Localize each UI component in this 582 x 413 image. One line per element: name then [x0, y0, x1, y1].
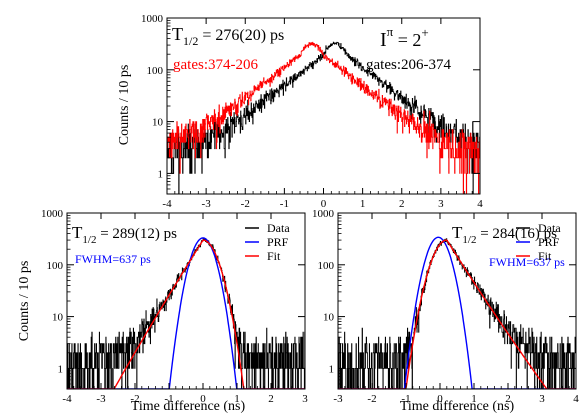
top-plot-frame — [166, 17, 481, 195]
legend-label-prf: PRF — [538, 235, 560, 249]
br-xlabel: Time difference (ns) — [400, 399, 515, 413]
legend-label-fit: Fit — [538, 249, 552, 263]
xtick-label: 3 — [539, 393, 545, 405]
xtick-label: 1 — [234, 393, 240, 405]
top-series-red — [167, 41, 480, 194]
bl-series-prf — [67, 237, 305, 389]
xtick-label: 0 — [200, 393, 206, 405]
br-series-prf — [338, 236, 576, 389]
ytick-label: 1000 — [41, 208, 64, 220]
ytick-label: 1000 — [141, 13, 164, 25]
ytick-label: 10 — [152, 117, 164, 129]
xtick-label: 3 — [302, 393, 308, 405]
top-thalf-value: = 276(20) ps — [198, 27, 284, 44]
bl-series-layer — [67, 237, 305, 389]
xtick-label: 4 — [573, 393, 579, 405]
xtick-label: 1 — [471, 393, 477, 405]
bl-ticks-layer: -4 -3 -2 -1 0 1 2 3 1 10 100 1000 — [41, 208, 308, 405]
xtick-label: 1 — [360, 198, 366, 210]
xtick-label: -1 — [164, 393, 173, 405]
br-series-layer — [338, 236, 576, 389]
top-gate-red-label: gates:374-206 — [173, 57, 258, 73]
xtick-label: -2 — [241, 198, 250, 210]
br-thalf-main: T — [452, 223, 463, 242]
legend-label-data: Data — [538, 221, 561, 235]
top-spin-annotation: Iπ = 2+ — [380, 24, 429, 51]
xtick-label: -4 — [162, 198, 172, 210]
br-thalf-annotation: T1/2 = 284(16) ps — [452, 223, 557, 246]
ytick-label: 10 — [323, 312, 335, 324]
ytick-label: 1 — [58, 363, 64, 375]
ytick-label: 1 — [329, 363, 335, 375]
bl-xlabel: Time difference (ns) — [131, 399, 246, 413]
bottom-right-panel: -3 -2 -1 0 1 2 3 4 1 10 100 1000 Time difference (n… — [312, 208, 579, 413]
bl-thalf-value: = 289(12) ps — [96, 226, 177, 242]
ytick-label: 100 — [318, 260, 335, 272]
xtick-label: -3 — [333, 393, 343, 405]
ytick-label: 100 — [47, 260, 64, 272]
xtick-label: 3 — [438, 198, 444, 210]
br-series-fit — [338, 239, 576, 389]
xtick-label: -2 — [367, 393, 376, 405]
top-series-black — [167, 41, 480, 194]
ytick-label: 100 — [147, 65, 164, 77]
bl-fwhm-label: FWHM=637 ps — [75, 252, 151, 266]
xtick-label: -2 — [130, 393, 139, 405]
br-series-data — [338, 238, 576, 389]
xtick-label: -1 — [401, 393, 410, 405]
legend-label-prf: PRF — [267, 235, 289, 249]
bl-thalf-sub: 1/2 — [82, 234, 96, 246]
ytick-label: 10 — [52, 312, 64, 324]
ytick-label: 1 — [158, 168, 164, 180]
xtick-label: -3 — [202, 198, 212, 210]
top-spin-eq: = 2 — [393, 30, 421, 50]
br-thalf-value: = 284(16) ps — [476, 226, 557, 242]
br-thalf-sub: 1/2 — [462, 234, 476, 246]
br-fwhm-label: FWHM=637 ps — [489, 255, 565, 269]
top-spin-parity: + — [421, 25, 428, 40]
bl-thalf-main: T — [72, 223, 83, 242]
xtick-label: 2 — [505, 393, 511, 405]
xtick-label: 4 — [477, 198, 483, 210]
legend-label-data: Data — [267, 221, 290, 235]
xtick-label: -1 — [280, 198, 289, 210]
ytick-label: 1000 — [312, 208, 335, 220]
top-thalf-annotation: T1/2 = 276(20) ps — [172, 24, 284, 48]
top-panel: -4 -3 -2 -1 0 1 2 3 4 1 10 100 1000 Counts / 10 ps T… — [117, 13, 483, 210]
top-thalf-sub: 1/2 — [183, 34, 198, 48]
bl-thalf-annotation: T1/2 = 289(12) ps — [72, 223, 177, 246]
xtick-label: 0 — [321, 198, 327, 210]
top-ticks-layer: -4 -3 -2 -1 0 1 2 3 4 1 10 100 1000 — [141, 13, 483, 210]
bl-ylabel: Counts / 10 ps — [17, 261, 32, 342]
top-series-layer — [167, 41, 480, 194]
xtick-label: 2 — [268, 393, 274, 405]
xtick-label: -3 — [96, 393, 106, 405]
top-spin-sup: π — [387, 24, 394, 39]
top-thalf-main: T — [172, 24, 183, 44]
xtick-label: 2 — [399, 198, 405, 210]
xtick-label: 0 — [437, 393, 443, 405]
bottom-left-panel: -4 -3 -2 -1 0 1 2 3 1 10 100 1000 Counts / 10 ps Ti… — [17, 208, 308, 413]
top-gate-black-label: gates:206-374 — [366, 57, 451, 73]
top-spin-main: I — [380, 29, 387, 51]
br-ticks-layer: -3 -2 -1 0 1 2 3 4 1 10 100 1000 — [312, 208, 579, 405]
xtick-label: -4 — [62, 393, 72, 405]
bl-series-fit — [67, 239, 305, 389]
top-ylabel: Counts / 10 ps — [117, 65, 132, 146]
legend-label-fit: Fit — [267, 249, 281, 263]
